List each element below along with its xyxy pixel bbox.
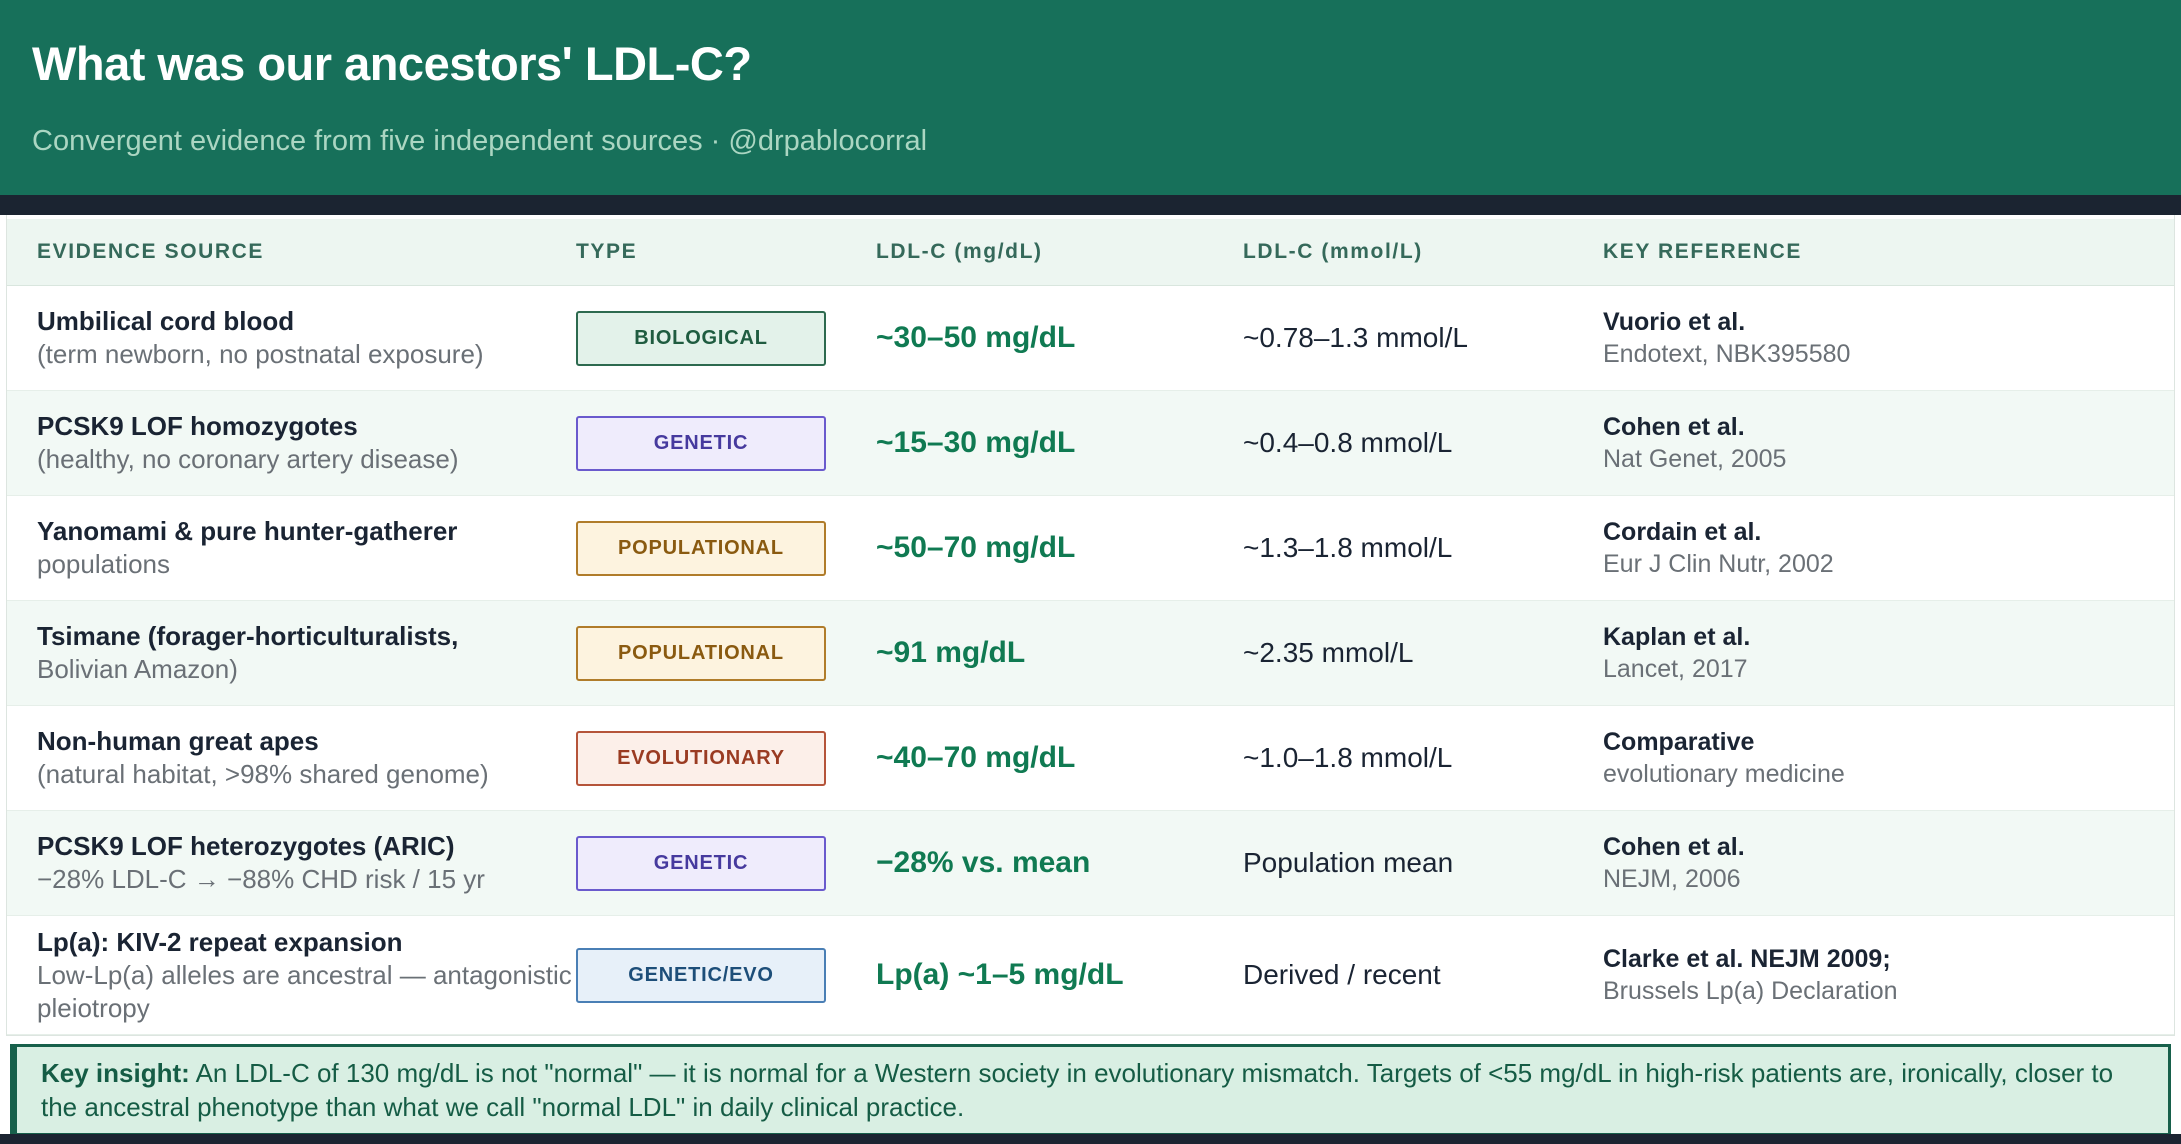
type-badge: GENETIC/EVO — [576, 947, 826, 1003]
ldl-mgdl-value: −28% vs. mean — [876, 846, 1091, 879]
evidence-source-note: (healthy, no coronary artery disease) — [37, 444, 459, 474]
evidence-source-cell: Umbilical cord blood (term newborn, no p… — [7, 305, 576, 371]
table-row: Umbilical cord blood (term newborn, no p… — [7, 286, 2174, 391]
reference-title: Clarke et al. NEJM 2009; — [1603, 945, 1891, 973]
evidence-table: EVIDENCE SOURCE TYPE LDL-C (mg/dL) LDL-C… — [6, 215, 2175, 1036]
evidence-source-note: Bolivian Amazon) — [37, 654, 238, 684]
ldl-mgdl-value: Lp(a) ~1–5 mg/dL — [876, 958, 1124, 991]
reference-note: Brussels Lp(a) Declaration — [1603, 977, 1898, 1005]
page-subtitle: Convergent evidence from five independen… — [32, 125, 928, 157]
reference-title: Cohen et al. — [1603, 833, 1745, 861]
column-header-ldl-mgdl: LDL-C (mg/dL) — [876, 240, 1043, 263]
type-badge: EVOLUTIONARY — [576, 730, 826, 786]
key-insight-box: Key insight: An LDL-C of 130 mg/dL is no… — [10, 1044, 2171, 1136]
column-header-key-reference: KEY REFERENCE — [1603, 240, 1802, 263]
reference-title: Vuorio et al. — [1603, 308, 1746, 336]
reference-note: NEJM, 2006 — [1603, 865, 1741, 893]
type-cell: GENETIC — [576, 835, 876, 891]
evidence-source-title: Non-human great apes — [37, 726, 319, 756]
reference-title: Kaplan et al. — [1603, 623, 1751, 651]
evidence-source-title: Lp(a): KIV-2 repeat expansion — [37, 926, 403, 957]
reference-title: Cordain et al. — [1603, 518, 1762, 546]
ldl-mmoll-value: ~0.4–0.8 mmol/L — [1243, 427, 1453, 458]
evidence-source-title: PCSK9 LOF heterozygotes (ARIC) — [37, 831, 455, 861]
ldl-mmoll-value: Derived / recent — [1243, 959, 1441, 990]
evidence-source-cell: Lp(a): KIV-2 repeat expansion Low-Lp(a) … — [7, 926, 576, 1025]
reference-cell: Comparative evolutionary medicine — [1603, 726, 2174, 790]
bottom-strip — [0, 1134, 2181, 1144]
page-title: What was our ancestors' LDL-C? — [32, 37, 752, 90]
table-row: Yanomami & pure hunter-gatherer populati… — [7, 496, 2174, 601]
table-row: PCSK9 LOF homozygotes (healthy, no coron… — [7, 391, 2174, 496]
header-banner: What was our ancestors' LDL-C? Convergen… — [0, 0, 2181, 195]
evidence-source-note: (natural habitat, >98% shared genome) — [37, 759, 489, 789]
column-header-ldl-mmoll: LDL-C (mmol/L) — [1243, 240, 1423, 263]
key-insight-label: Key insight: — [41, 1058, 190, 1088]
table-row: Tsimane (forager-horticulturalists, Boli… — [7, 601, 2174, 706]
reference-note: Eur J Clin Nutr, 2002 — [1603, 550, 1834, 578]
evidence-source-title: Tsimane (forager-horticulturalists, — [37, 621, 459, 651]
reference-note: Lancet, 2017 — [1603, 655, 1748, 683]
type-cell: GENETIC — [576, 415, 876, 471]
reference-note: Nat Genet, 2005 — [1603, 445, 1787, 473]
evidence-source-cell: Yanomami & pure hunter-gatherer populati… — [7, 515, 576, 581]
column-header-type: TYPE — [576, 240, 638, 263]
evidence-source-note: Low-Lp(a) alleles are ancestral — antago… — [37, 959, 572, 1023]
ldl-mmoll-value: ~2.35 mmol/L — [1243, 637, 1414, 668]
reference-cell: Kaplan et al. Lancet, 2017 — [1603, 621, 2174, 685]
ldl-mmoll-value: Population mean — [1243, 847, 1454, 878]
evidence-source-title: PCSK9 LOF homozygotes — [37, 411, 358, 441]
table-row: PCSK9 LOF heterozygotes (ARIC) −28% LDL-… — [7, 811, 2174, 916]
ldl-mmoll-value: ~0.78–1.3 mmol/L — [1243, 322, 1468, 353]
evidence-source-title: Umbilical cord blood — [37, 306, 295, 336]
evidence-source-cell: PCSK9 LOF homozygotes (healthy, no coron… — [7, 410, 576, 476]
type-badge: POPULATIONAL — [576, 625, 826, 681]
type-badge: POPULATIONAL — [576, 520, 826, 576]
evidence-source-note: (term newborn, no postnatal exposure) — [37, 339, 484, 369]
type-badge: BIOLOGICAL — [576, 310, 826, 366]
reference-title: Comparative — [1603, 728, 1755, 756]
table-row: Non-human great apes (natural habitat, >… — [7, 706, 2174, 811]
reference-cell: Clarke et al. NEJM 2009; Brussels Lp(a) … — [1603, 943, 2174, 1007]
ldl-mmoll-value: ~1.0–1.8 mmol/L — [1243, 742, 1453, 773]
column-header-evidence-source: EVIDENCE SOURCE — [37, 240, 265, 263]
evidence-source-note: −28% LDL-C → −88% CHD risk / 15 yr — [37, 864, 485, 894]
type-cell: POPULATIONAL — [576, 625, 876, 681]
reference-cell: Cohen et al. Nat Genet, 2005 — [1603, 411, 2174, 475]
type-badge: GENETIC — [576, 835, 826, 891]
ldl-mgdl-value: ~91 mg/dL — [876, 636, 1026, 669]
key-insight-text: An LDL-C of 130 mg/dL is not "normal" — … — [41, 1058, 2114, 1122]
table-body: Umbilical cord blood (term newborn, no p… — [7, 286, 2174, 1035]
evidence-source-title: Yanomami & pure hunter-gatherer — [37, 516, 458, 546]
reference-title: Cohen et al. — [1603, 413, 1745, 441]
evidence-source-cell: Tsimane (forager-horticulturalists, Boli… — [7, 620, 576, 686]
ldl-mgdl-value: ~50–70 mg/dL — [876, 531, 1076, 564]
type-cell: EVOLUTIONARY — [576, 730, 876, 786]
reference-cell: Cohen et al. NEJM, 2006 — [1603, 831, 2174, 895]
divider-band — [0, 195, 2181, 215]
ldl-mmoll-value: ~1.3–1.8 mmol/L — [1243, 532, 1453, 563]
table-header-row: EVIDENCE SOURCE TYPE LDL-C (mg/dL) LDL-C… — [7, 219, 2174, 286]
reference-note: evolutionary medicine — [1603, 760, 1845, 788]
type-cell: GENETIC/EVO — [576, 947, 876, 1003]
reference-note: Endotext, NBK395580 — [1603, 340, 1851, 368]
evidence-source-cell: Non-human great apes (natural habitat, >… — [7, 725, 576, 791]
type-cell: BIOLOGICAL — [576, 310, 876, 366]
table-row: Lp(a): KIV-2 repeat expansion Low-Lp(a) … — [7, 916, 2174, 1035]
ldl-mgdl-value: ~15–30 mg/dL — [876, 426, 1076, 459]
ldl-mgdl-value: ~40–70 mg/dL — [876, 741, 1076, 774]
reference-cell: Cordain et al. Eur J Clin Nutr, 2002 — [1603, 516, 2174, 580]
type-badge: GENETIC — [576, 415, 826, 471]
reference-cell: Vuorio et al. Endotext, NBK395580 — [1603, 306, 2174, 370]
ldl-mgdl-value: ~30–50 mg/dL — [876, 321, 1076, 354]
type-cell: POPULATIONAL — [576, 520, 876, 576]
evidence-source-note: populations — [37, 549, 170, 579]
evidence-source-cell: PCSK9 LOF heterozygotes (ARIC) −28% LDL-… — [7, 830, 576, 896]
